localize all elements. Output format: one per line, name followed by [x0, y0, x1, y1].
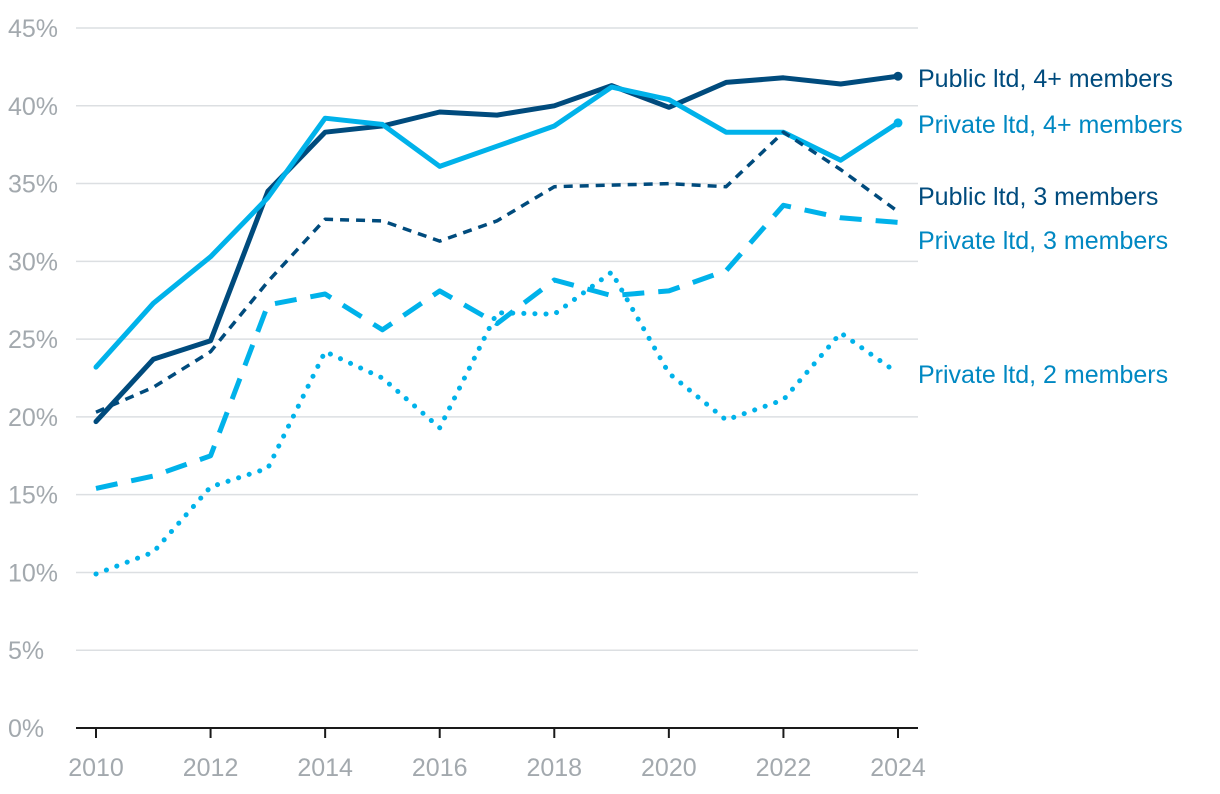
y-tick-label: 20%: [8, 404, 58, 432]
x-tick-label: 2012: [183, 754, 239, 782]
x-tick-label: 2024: [870, 754, 926, 782]
x-tick-label: 2010: [68, 754, 124, 782]
series-label-private-ltd-4-members: Private ltd, 4+ members: [918, 111, 1183, 139]
x-tick-label: 2018: [526, 754, 582, 782]
x-tick-label: 2016: [412, 754, 468, 782]
x-tick-label: 2014: [297, 754, 353, 782]
x-tick-label: 2022: [756, 754, 812, 782]
y-tick-label: 45%: [8, 15, 58, 43]
y-axis-ticks: 0% 5% 10% 15% 20% 25% 30% 35% 40% 45%: [8, 15, 58, 743]
series-lines: [93, 71, 903, 577]
series-label-public-ltd-4-members: Public ltd, 4+ members: [918, 65, 1173, 93]
y-tick-label: 5%: [8, 637, 44, 665]
series-line-private-ltd-4-members: [93, 84, 901, 370]
y-tick-label: 30%: [8, 248, 58, 276]
y-tick-label: 10%: [8, 559, 58, 587]
y-tick-label: 0%: [8, 715, 44, 743]
x-axis-ticks: 2010 2012 2014 2016 2018 2020 2022 2024: [68, 728, 926, 782]
series-label-private-ltd-2-members: Private ltd, 2 members: [918, 361, 1168, 389]
series-line-public-ltd-3-members: [95, 130, 900, 414]
grid: [76, 27, 918, 651]
y-tick-label: 15%: [8, 482, 58, 510]
series-line-public-ltd-4-members: [93, 73, 901, 425]
series-labels: Public ltd, 4+ members Private ltd, 4+ me…: [918, 65, 1183, 389]
y-tick-label: 35%: [8, 171, 58, 199]
series-line-private-ltd-2-members: [93, 269, 901, 577]
series-end-point: [893, 118, 903, 128]
series-end-point: [893, 71, 903, 81]
series-line-private-ltd-3-members: [95, 202, 899, 491]
series-label-private-ltd-3-members: Private ltd, 3 members: [918, 227, 1168, 255]
y-tick-label: 40%: [8, 93, 58, 121]
y-tick-label: 25%: [8, 326, 58, 354]
series-label-public-ltd-3-members: Public ltd, 3 members: [918, 183, 1158, 211]
x-tick-label: 2020: [641, 754, 697, 782]
